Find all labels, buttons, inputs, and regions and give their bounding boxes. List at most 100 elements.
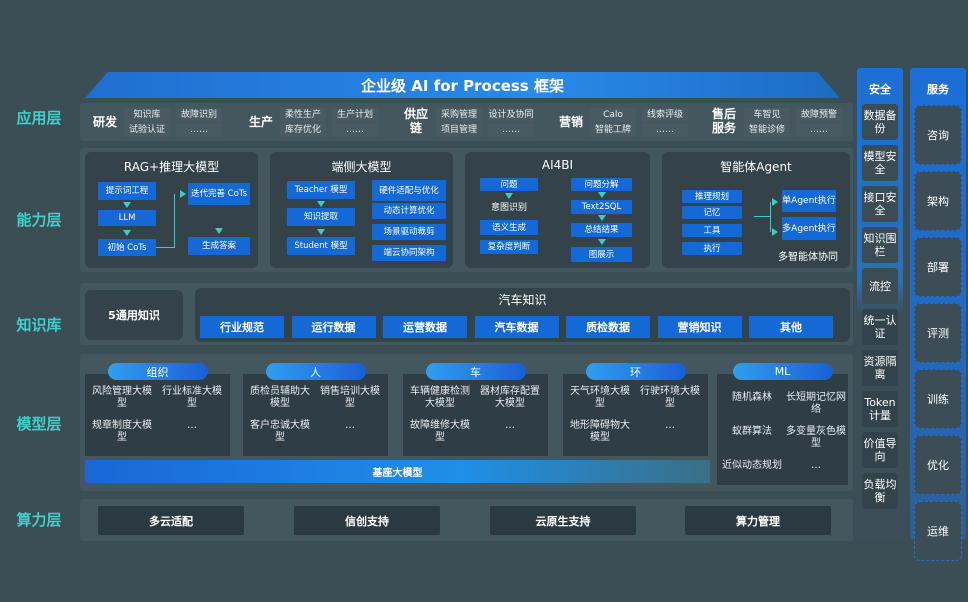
agent-exec: 单Agent执行 [782,190,836,212]
service-item: 训练 [914,369,962,429]
knowledge-item: 汽车数据 [474,316,559,338]
model-panel [717,374,848,485]
ai4bi-title: AI4BI [541,158,574,172]
ai4bi-step: 图展示 [571,247,632,262]
connector [156,247,174,248]
agent-part: 工具 [682,224,742,237]
arrow-down-icon [598,192,606,198]
app-item: 项目管理 [436,123,482,137]
arrow-right-icon [180,190,186,198]
arrow-down-icon [123,202,131,208]
connector [754,216,770,217]
agent-part: 记忆 [682,206,742,219]
compute-item: 算力管理 [685,506,831,535]
auto-knowledge-title: 汽车知识 [498,293,547,307]
model-item: … [665,420,675,431]
model-item: 行业标准大模型 [162,386,222,409]
app-item: 智能诊修 [744,123,790,137]
app-group-title: 售后服务 [711,107,736,135]
model-item: 器材库存配置大模型 [480,386,540,409]
model-item: 近似动态规划 [722,460,782,471]
model-category: 车 [425,363,526,380]
app-item: 生产计划 [332,108,378,122]
app-group-title: 生产 [248,115,273,129]
model-category: 人 [265,363,366,380]
app-item: 线索评级 [642,108,688,122]
model-item: … [187,420,197,431]
app-item: 知识库 [124,108,170,122]
app-item: 试验认证 [124,123,170,137]
general-knowledge-label: 5通用知识 [108,309,160,322]
app-item: 故障识别 [176,108,222,122]
model-category: 组织 [107,363,208,380]
layer-label-model: 模型层 [16,415,62,433]
agent-footer: 多智能体协同 [778,252,838,263]
general-knowledge: 5通用知识 [85,290,183,340]
security-item: 知识围栏 [862,227,898,263]
edge-feature: 动态计算优化 [372,203,446,219]
security-item: 统一认证 [862,309,898,345]
rag-step: 初始 CoTs [98,239,156,256]
edge-feature: 端云协同架构 [372,245,446,261]
model-item: 随机森林 [732,392,772,403]
model-item: 风险管理大模型 [92,386,152,409]
knowledge-item: 运营数据 [383,316,467,338]
app-item: …… [332,123,378,137]
connector [770,202,771,232]
arrow-down-icon [123,230,131,236]
arrow-down-icon [598,239,606,245]
service-item: 咨询 [914,105,962,165]
ai4bi-intent: 意图识别 [490,203,527,213]
layer-label-capability: 能力层 [16,211,62,229]
knowledge-item: 质检数据 [566,316,650,338]
ai4bi-step: 问题分解 [571,178,632,191]
model-category: ML [732,363,833,380]
arrow-down-icon [505,193,513,199]
model-panel [85,374,230,456]
compute-item: 云原生支持 [490,506,636,535]
model-item: 故障维修大模型 [410,420,470,443]
service-item: 架构 [914,171,962,231]
agent-exec: 多Agent执行 [782,217,836,240]
layer-label-compute: 算力层 [16,511,62,529]
model-panel [403,374,548,456]
service-item: 运维 [914,501,962,561]
app-item: 采购管理 [436,108,482,122]
model-item: 长短期记忆网络 [786,392,846,415]
security-title: 安全 [869,83,891,96]
model-item: … [345,420,355,431]
security-item: 资源隔离 [862,350,898,386]
app-item: 柔性生产 [280,108,326,122]
agent-part: 推理规划 [682,190,742,203]
title-text: 企业级 AI for Process 框架 [361,76,564,95]
layer-label-app: 应用层 [16,109,62,127]
app-item: …… [796,123,842,137]
security-item: 模型安全 [862,145,898,181]
app-item: …… [642,123,688,137]
rag-step: 生成答案 [188,237,250,255]
ai4bi-step: 语义生成 [480,220,538,235]
knowledge-item: 运行数据 [291,316,376,338]
model-item: … [811,460,821,471]
agent-part: 执行 [682,242,742,255]
security-item: 负载均衡 [862,473,898,509]
ai4bi-step: 总结结果 [571,223,632,237]
knowledge-item: 行业规范 [200,316,284,338]
base-model-label: 基座大模型 [372,468,423,479]
rag-step: 提示词工程 [98,182,156,200]
knowledge-item: 营销知识 [657,316,742,338]
ai4bi-step: 复杂度判断 [480,240,538,254]
layer-label-knowledge: 知识库 [16,316,62,334]
app-item: 库存优化 [280,123,326,137]
security-item: 接口安全 [862,186,898,222]
compute-item: 信创支持 [294,506,440,535]
app-item: 故障预警 [796,108,842,122]
edge-step: Student 模型 [287,237,355,255]
app-item: 设计及协同 [488,108,534,122]
model-item: 地形障碍物大模型 [570,420,630,443]
app-item: Calo [590,108,636,122]
arrow-down-icon [317,201,325,207]
rag-title: RAG+推理大模型 [123,160,220,174]
ai4bi-panel: AI4BI 问题 意图识别 语义生成 复杂度判断 问题分解 Text2SQL 总… [465,152,650,268]
edge-step: 知识提取 [287,208,355,226]
